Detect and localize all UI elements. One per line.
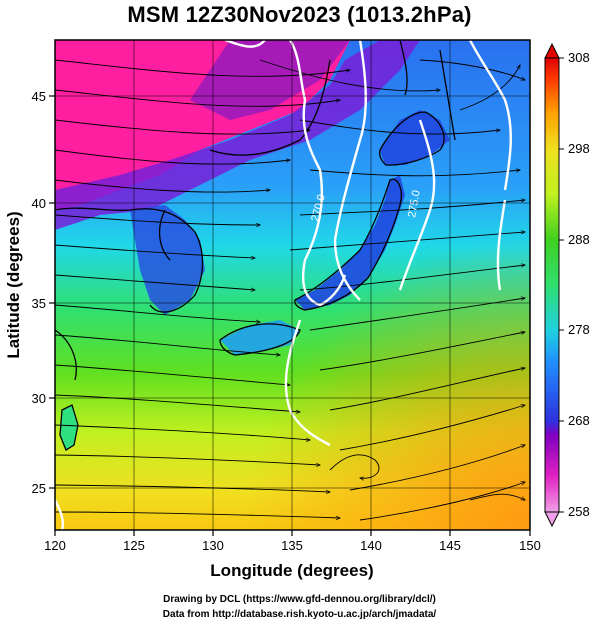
credit-data: Data from http://database.rish.kyoto-u.a… — [162, 609, 437, 620]
x-tick-120: 120 — [44, 538, 66, 553]
x-tick-140: 140 — [360, 538, 382, 553]
x-tick-135: 135 — [281, 538, 303, 553]
coastlines — [55, 40, 456, 451]
y-tick-35: 35 — [32, 296, 46, 311]
colorbar-tick-268: 268 — [568, 413, 590, 428]
contour-label-275: 275.0 — [406, 189, 423, 218]
y-tick-40: 40 — [32, 196, 46, 211]
map-title: MSM 12Z30Nov2023 (1013.2hPa) — [127, 2, 472, 27]
y-axis-label: Latitude (degrees) — [4, 211, 23, 358]
x-axis-label: Longitude (degrees) — [210, 561, 373, 580]
x-tick-labels: 120 125 130 135 140 145 150 — [44, 538, 541, 553]
y-tick-45: 45 — [32, 89, 46, 104]
y-tick-labels: 45 40 35 30 25 — [32, 89, 46, 496]
y-tick-30: 30 — [32, 391, 46, 406]
x-tick-130: 130 — [202, 538, 224, 553]
colorbar-tick-258: 258 — [568, 504, 590, 519]
y-tick-25: 25 — [32, 481, 46, 496]
colorbar-tick-278: 278 — [568, 322, 590, 337]
colorbar-tick-308: 308 — [568, 50, 590, 65]
colorbar: 308 298 288 278 268 258 — [544, 42, 590, 528]
colorbar-tick-298: 298 — [568, 141, 590, 156]
temperature-contours — [55, 40, 512, 530]
credit-drawing: Drawing by DCL (https://www.gfd-dennou.o… — [163, 594, 436, 605]
axis-ticks — [49, 95, 531, 536]
x-tick-125: 125 — [123, 538, 145, 553]
x-tick-150: 150 — [519, 538, 541, 553]
colorbar-tick-288: 288 — [568, 232, 590, 247]
x-tick-145: 145 — [439, 538, 461, 553]
graticule — [55, 40, 530, 530]
